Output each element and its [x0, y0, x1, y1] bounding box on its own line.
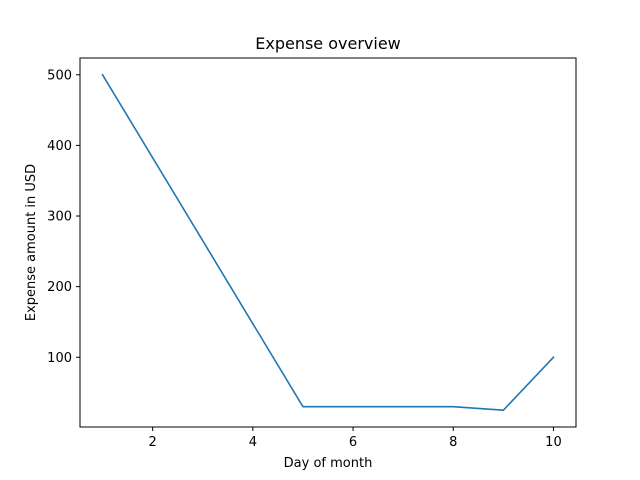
y-axis-ticks: 100 200 300 400 500	[47, 68, 80, 366]
y-tick-label: 100	[47, 351, 72, 366]
plot-frame	[79, 57, 577, 428]
x-tick-label: 2	[149, 435, 157, 450]
x-tick-label: 6	[349, 435, 357, 450]
series-layer	[101, 73, 555, 412]
y-axis-label: Expense amount in USD	[24, 164, 39, 321]
y-tick-label: 200	[47, 280, 72, 295]
x-axis-label: Day of month	[284, 456, 373, 471]
series-line-1	[101, 73, 555, 412]
y-tick-label: 300	[47, 210, 72, 225]
x-tick-label: 8	[449, 435, 457, 450]
chart-title: Expense overview	[255, 34, 401, 53]
y-tick-label: 400	[47, 139, 72, 154]
x-tick-label: 4	[249, 435, 257, 450]
x-axis-ticks: 2 4 6 8 10	[149, 427, 562, 450]
x-tick-label: 10	[545, 435, 562, 450]
y-tick-label: 500	[47, 68, 72, 83]
